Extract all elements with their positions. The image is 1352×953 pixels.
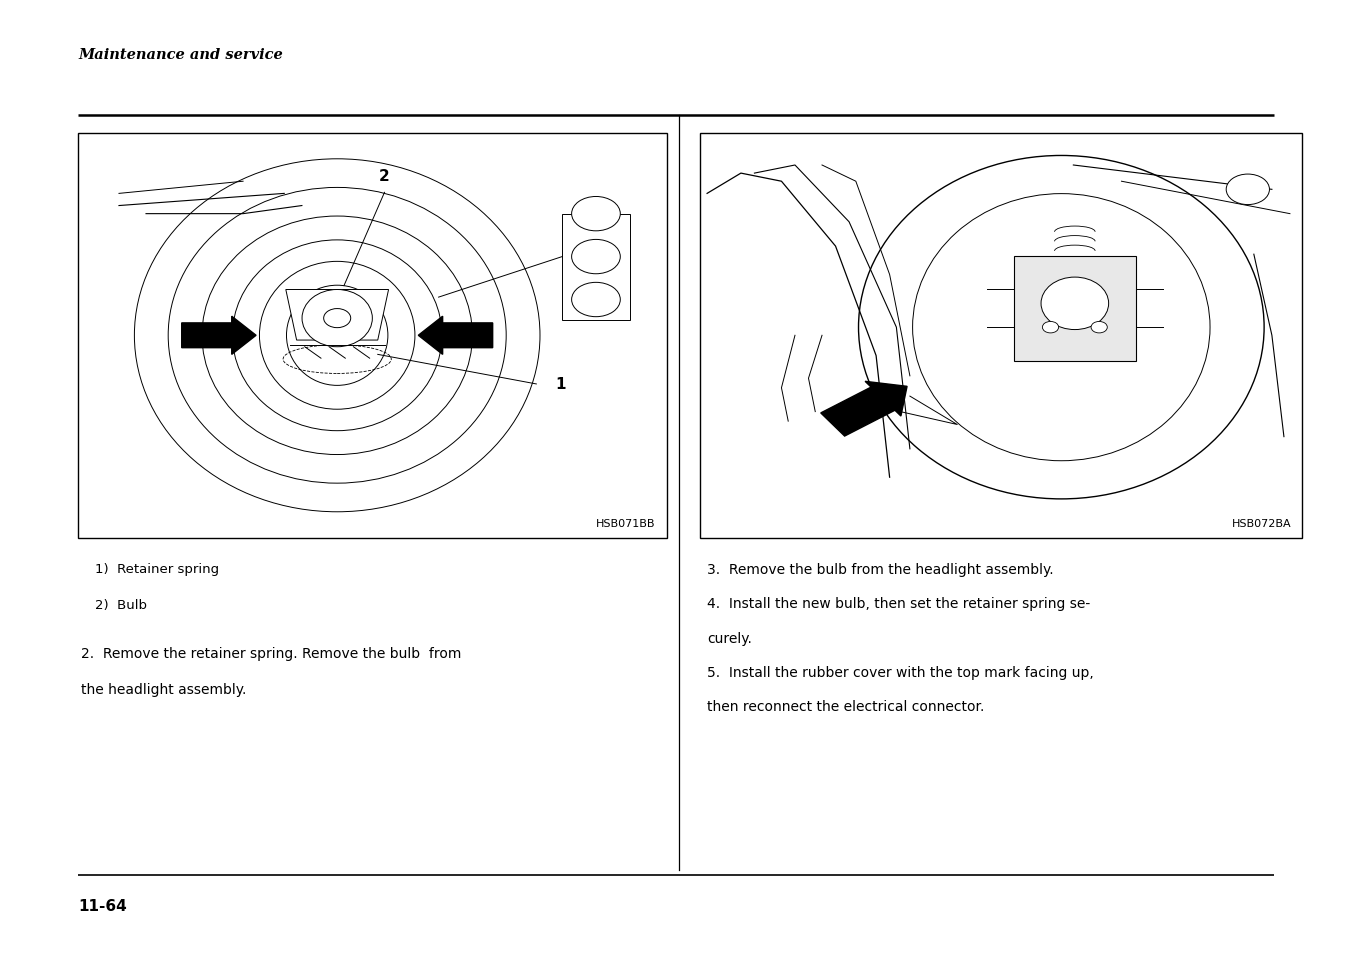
- Circle shape: [572, 240, 621, 274]
- Text: Maintenance and service: Maintenance and service: [78, 48, 283, 62]
- Circle shape: [1091, 322, 1107, 334]
- Text: 5.  Install the rubber cover with the top mark facing up,: 5. Install the rubber cover with the top…: [707, 665, 1094, 679]
- Text: HSB072BA: HSB072BA: [1232, 519, 1291, 529]
- Text: curely.: curely.: [707, 631, 752, 645]
- Text: then reconnect the electrical connector.: then reconnect the electrical connector.: [707, 700, 984, 714]
- Circle shape: [1042, 322, 1059, 334]
- Text: 11-64: 11-64: [78, 898, 127, 913]
- Bar: [562, 214, 630, 321]
- Bar: [78, 133, 667, 538]
- Text: HSB071BB: HSB071BB: [596, 519, 656, 529]
- Text: 4.  Install the new bulb, then set the retainer spring se-: 4. Install the new bulb, then set the re…: [707, 597, 1090, 611]
- FancyArrow shape: [821, 382, 907, 436]
- Circle shape: [572, 283, 621, 317]
- FancyArrow shape: [418, 316, 492, 355]
- Circle shape: [1226, 175, 1270, 206]
- Ellipse shape: [301, 290, 372, 348]
- Bar: [700, 133, 1302, 538]
- FancyArrow shape: [181, 316, 256, 355]
- Text: 2)  Bulb: 2) Bulb: [95, 598, 146, 612]
- Circle shape: [572, 197, 621, 232]
- Text: the headlight assembly.: the headlight assembly.: [81, 682, 246, 697]
- Bar: [1014, 256, 1136, 361]
- Text: 2.  Remove the retainer spring. Remove the bulb  from: 2. Remove the retainer spring. Remove th…: [81, 646, 461, 660]
- Polygon shape: [285, 290, 388, 341]
- Text: 1)  Retainer spring: 1) Retainer spring: [95, 562, 219, 576]
- Ellipse shape: [1041, 278, 1109, 331]
- Text: 2: 2: [379, 169, 389, 183]
- Circle shape: [323, 309, 350, 328]
- Text: 3.  Remove the bulb from the headlight assembly.: 3. Remove the bulb from the headlight as…: [707, 562, 1053, 577]
- Text: 1: 1: [556, 377, 566, 392]
